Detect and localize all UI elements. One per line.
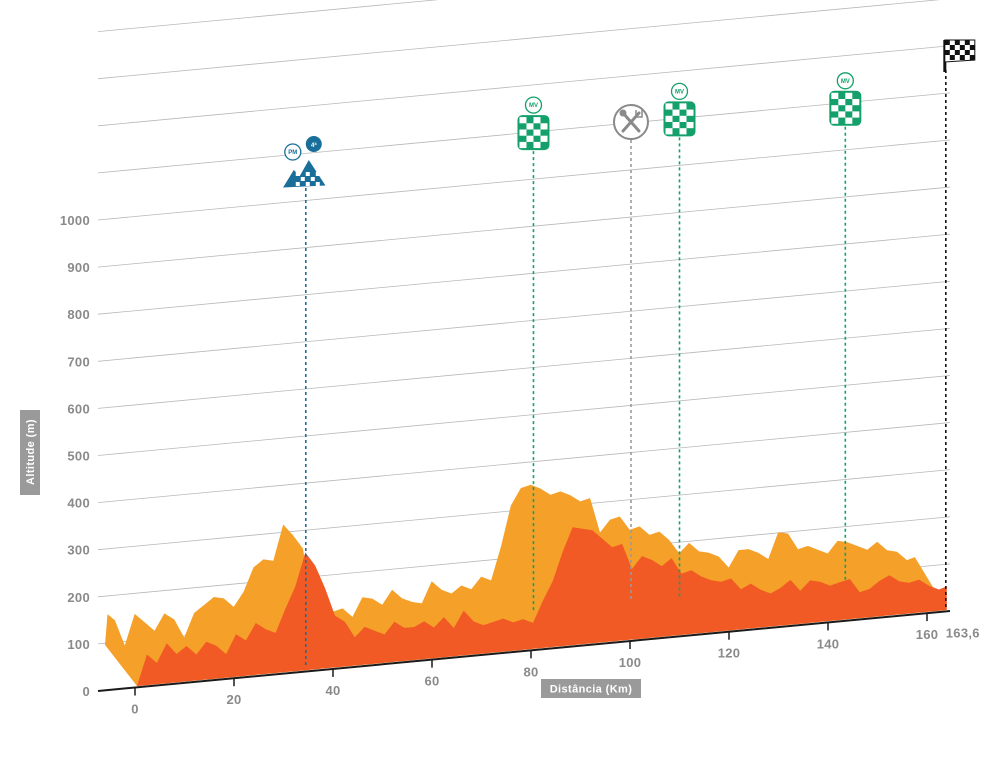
- profile-area-shade: [137, 527, 947, 686]
- x-tick-label: 40: [325, 683, 340, 698]
- feed-zone-icon: [612, 104, 649, 140]
- sprint-icon: MV: [829, 72, 862, 126]
- gridline: [97, 375, 951, 456]
- x-tick-label: 80: [523, 664, 538, 679]
- y-tick-label: 100: [67, 637, 90, 652]
- gridline: [97, 186, 951, 268]
- y-tick-label: 900: [67, 260, 90, 275]
- gridline: [97, 327, 951, 409]
- x-axis-line: [97, 609, 951, 692]
- mountain-icon: PM 4ª: [282, 136, 326, 189]
- gridline: [97, 45, 951, 127]
- y-tick-label: 400: [67, 496, 90, 511]
- marker-layer: PM 4ª MV MV MV: [282, 39, 976, 667]
- y-tick-label: 300: [67, 543, 90, 558]
- x-tick-label: 100: [619, 655, 642, 670]
- y-tick-label: 200: [67, 590, 90, 605]
- sprint-icon: MV: [517, 96, 550, 151]
- y-tick-label: 800: [67, 307, 90, 322]
- svg-text:MV: MV: [841, 79, 850, 85]
- grid-layer: [97, 0, 951, 645]
- y-axis-title: Altitude (m): [20, 410, 40, 495]
- marker-finish: [943, 39, 976, 608]
- y-axis-label: Altitude (m): [25, 419, 37, 485]
- y-tick-label: 0: [82, 684, 90, 699]
- gridline: [97, 280, 951, 362]
- marker-sprint: MV: [517, 96, 550, 611]
- marker-mountain: PM 4ª: [282, 136, 326, 667]
- x-axis-label: Distância (Km): [550, 684, 633, 696]
- y-tick-label: 1000: [60, 213, 90, 228]
- x-tick-label: 60: [424, 674, 439, 689]
- axis-layer: 0 100 200 300 400 500 600 700 800 900 1000 0 20 40 60 8…: [60, 213, 980, 717]
- svg-text:MV: MV: [529, 103, 538, 109]
- svg-text:PM: PM: [288, 150, 297, 156]
- marker-feed: [612, 104, 649, 601]
- marker-sprint: MV: [663, 82, 696, 597]
- gridline: [97, 0, 941, 80]
- gridline: [97, 139, 951, 221]
- x-tick-label: 140: [817, 636, 840, 651]
- x-tick-label: 120: [718, 646, 741, 661]
- finish-flag-icon: [944, 39, 976, 63]
- sprint-icon: MV: [663, 82, 696, 137]
- gridline: [97, 0, 439, 32]
- marker-sprint: MV: [829, 72, 862, 581]
- y-tick-label: 700: [67, 354, 90, 369]
- svg-text:MV: MV: [675, 89, 684, 95]
- x-axis-title: Distância (Km): [541, 679, 641, 698]
- area-layer: [105, 484, 947, 686]
- y-tick-label: 600: [67, 401, 90, 416]
- x-tick-label: 20: [226, 692, 241, 707]
- y-tick-label: 500: [67, 449, 90, 464]
- x-tick-label: 0: [131, 702, 139, 717]
- x-tick-label: 160: [916, 627, 939, 642]
- gridline: [97, 422, 951, 503]
- category-label: 4ª: [311, 142, 317, 149]
- gridline: [97, 233, 951, 315]
- x-end-label: 163,6: [946, 625, 980, 640]
